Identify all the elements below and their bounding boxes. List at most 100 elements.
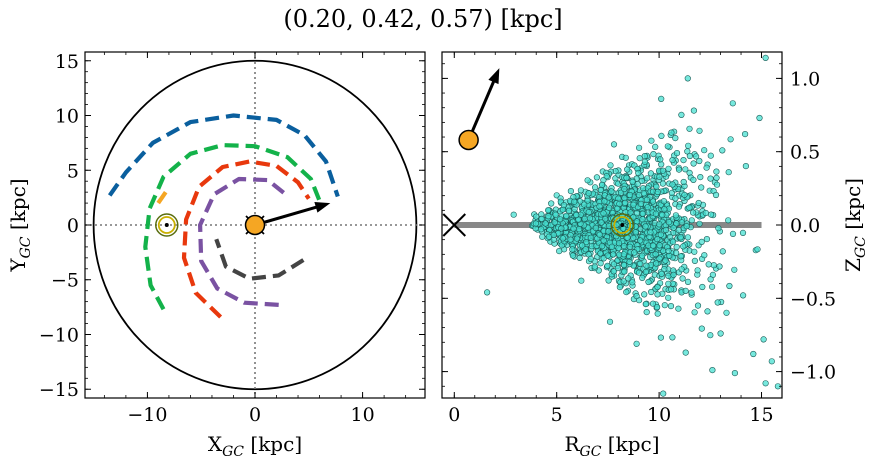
- star-point: [633, 340, 640, 347]
- star-point: [593, 174, 601, 181]
- star-point: [629, 178, 636, 185]
- star-point: [484, 289, 491, 296]
- left-panel: −10 0 10 −15 −10 −5 0 5 10 15 XGC [kpc] YGC [kpc]: [6, 51, 426, 460]
- star-point: [598, 219, 605, 226]
- star-point: [567, 188, 575, 195]
- star-point: [633, 210, 641, 217]
- star-point: [690, 160, 697, 167]
- star-point: [649, 300, 657, 307]
- star-point: [739, 229, 747, 236]
- left-ticks: −10 0 10 −15 −10 −5 0 5 10 15: [39, 51, 425, 426]
- star-point: [578, 277, 585, 284]
- star-point: [601, 198, 608, 205]
- star-point: [657, 334, 665, 341]
- object-position-marker: [458, 129, 479, 151]
- galactic-center-ring: [155, 213, 179, 237]
- star-point: [665, 272, 672, 280]
- star-point: [654, 236, 661, 243]
- star-point: [678, 266, 685, 273]
- star-point: [686, 152, 694, 160]
- star-point: [610, 268, 617, 275]
- star-point: [545, 207, 552, 214]
- star-point: [605, 194, 612, 201]
- star-point: [639, 216, 646, 223]
- star-point: [680, 178, 687, 186]
- star-point: [756, 114, 763, 122]
- star-point: [591, 263, 598, 270]
- star-point: [510, 211, 517, 218]
- star-point: [697, 174, 704, 181]
- star-point: [596, 231, 603, 238]
- star-point: [675, 305, 682, 312]
- star-point: [570, 225, 577, 232]
- star-point: [707, 175, 714, 182]
- star-point: [675, 203, 683, 210]
- star-point: [620, 262, 628, 269]
- star-point: [636, 155, 643, 162]
- star-point: [695, 199, 702, 207]
- star-point: [645, 278, 652, 286]
- star-point: [698, 238, 705, 245]
- star-point: [641, 291, 648, 298]
- star-point: [659, 211, 666, 219]
- star-point: [650, 242, 657, 249]
- star-point: [596, 203, 603, 210]
- star-point: [652, 251, 659, 258]
- star-point: [705, 261, 712, 268]
- star-point: [636, 237, 644, 244]
- star-point: [581, 215, 588, 222]
- star-point: [662, 226, 670, 234]
- star-point: [669, 334, 676, 341]
- star-point: [659, 167, 667, 174]
- sun-marker-dot: [620, 223, 625, 227]
- star-point: [707, 332, 714, 339]
- star-point: [633, 293, 640, 300]
- star-point: [731, 370, 739, 377]
- star-point: [659, 180, 667, 187]
- star-point: [623, 289, 630, 296]
- star-point: [657, 156, 664, 163]
- star-point: [610, 251, 617, 258]
- star-point: [575, 226, 583, 233]
- star-point: [584, 177, 591, 184]
- star-point: [661, 206, 668, 213]
- star-point: [669, 238, 677, 245]
- star-point: [592, 224, 600, 232]
- star-point: [691, 309, 698, 316]
- motion-arrow-head: [314, 202, 331, 213]
- star-point: [686, 204, 693, 211]
- galactic-center-x-marker: [442, 213, 466, 237]
- left-y-axis-label: YGC [kpc]: [6, 178, 34, 272]
- star-point: [649, 198, 657, 205]
- star-point: [662, 257, 669, 264]
- star-point: [667, 303, 675, 310]
- star-point: [707, 276, 714, 283]
- star-point: [682, 287, 689, 295]
- star-point: [669, 181, 676, 188]
- sun-marker-ring: [610, 213, 634, 237]
- spiral-arm-3: [156, 191, 168, 205]
- star-point: [760, 336, 767, 343]
- star-point: [576, 254, 583, 261]
- star-point: [648, 137, 655, 144]
- star-point: [639, 252, 646, 259]
- star-point: [762, 54, 769, 62]
- star-point: [621, 185, 628, 193]
- star-point: [542, 220, 549, 227]
- star-point: [672, 135, 679, 142]
- star-point: [680, 243, 687, 250]
- star-point: [727, 136, 734, 143]
- star-point: [684, 278, 692, 286]
- star-point: [579, 242, 586, 249]
- star-point: [713, 181, 721, 188]
- star-point: [567, 236, 574, 243]
- star-point: [639, 274, 646, 282]
- star-point: [647, 170, 655, 177]
- star-point: [585, 190, 592, 197]
- galactic-center-inner: [157, 216, 176, 234]
- spiral-arm-5: [198, 176, 290, 307]
- star-point: [701, 252, 708, 259]
- star-point: [626, 258, 633, 266]
- star-point: [608, 188, 615, 195]
- star-point: [658, 161, 665, 168]
